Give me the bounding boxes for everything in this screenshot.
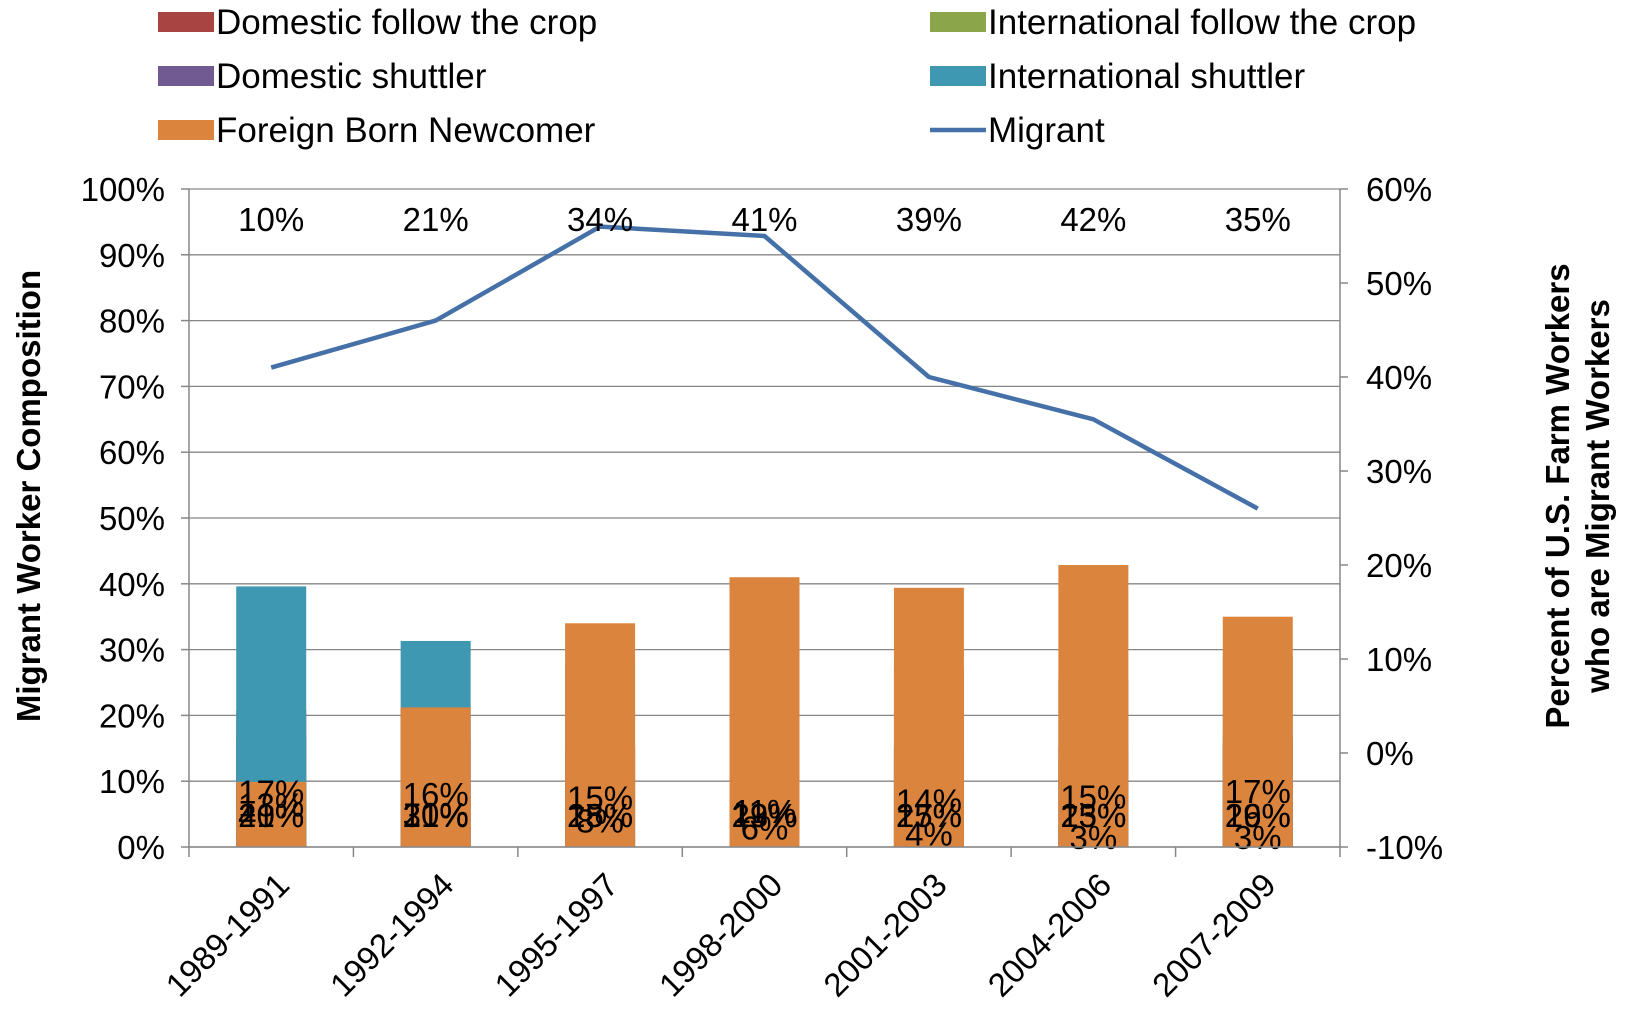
y2-axis-title-line2: who are Migrant Workers	[1579, 299, 1616, 694]
data-label: 29%	[731, 797, 797, 834]
x-category-label: 1995-1997	[487, 866, 625, 1004]
data-label: 15%	[567, 780, 633, 817]
x-category-label: 2001-2003	[816, 866, 954, 1004]
data-label: 42%	[1060, 201, 1126, 238]
y-tick-label: 30%	[99, 632, 165, 669]
data-label: 15%	[1060, 779, 1126, 816]
y2-tick-label: 50%	[1366, 265, 1432, 302]
legend-label: Foreign Born Newcomer	[216, 111, 596, 150]
legend-label: Domestic follow the crop	[216, 3, 597, 42]
data-label: 41%	[731, 201, 797, 238]
y-tick-label: 90%	[99, 237, 165, 274]
legend-swatch	[930, 12, 986, 32]
data-label: 15%	[567, 797, 633, 834]
tick-labels: 0% 10% 20% 30% 40% 50% 60% 70% 80% 90% 100% -10% 0% 1…	[81, 171, 1443, 866]
data-label: 21%	[403, 201, 469, 238]
y-tick-label: 70%	[99, 368, 165, 405]
data-label: 17%	[1225, 773, 1291, 810]
data-label: 28%	[567, 797, 633, 834]
data-label: 14%	[896, 782, 962, 819]
legend-label: International shuttler	[988, 57, 1305, 96]
data-label: 40%	[238, 797, 304, 834]
data-label: 13%	[731, 797, 797, 834]
category-labels: 1989-1991 1992-1994 1995-1997 1998-2000 2001…	[158, 866, 1282, 1004]
data-label: 13%	[238, 787, 304, 824]
y2-tick-label: 60%	[1366, 171, 1432, 208]
data-label: 29%	[1225, 797, 1291, 834]
legend-swatch	[158, 120, 214, 140]
data-label: 27%	[896, 797, 962, 834]
x-category-label: 1992-1994	[323, 866, 461, 1004]
data-label: 3%	[1070, 819, 1118, 856]
bar-foreign-born-newcomer	[565, 623, 636, 847]
legend-label: Domestic shuttler	[216, 57, 487, 96]
bar-foreign-born-newcomer	[400, 707, 471, 847]
legend-swatch	[158, 12, 214, 32]
data-label: 10%	[403, 796, 469, 833]
y2-tick-label: 40%	[1366, 359, 1432, 396]
y-tick-label: 0%	[117, 829, 165, 866]
y-tick-label: 50%	[99, 500, 165, 537]
y-tick-label: 40%	[99, 566, 165, 603]
y2-axis-title-line1: Percent of U.S. Farm Workers	[1539, 263, 1576, 728]
y-tick-label: 10%	[99, 763, 165, 800]
data-label: 11%	[733, 793, 797, 830]
bar-foreign-born-newcomer	[893, 587, 964, 847]
bar-foreign-born-newcomer	[236, 781, 307, 847]
data-label: 25%	[1060, 797, 1126, 834]
legend-label: International follow the crop	[988, 3, 1416, 42]
data-label: 15%	[896, 797, 962, 834]
bar-foreign-born-newcomer	[1058, 565, 1129, 847]
axes	[181, 188, 1348, 857]
y-axis-title: Migrant Worker Composition	[10, 270, 47, 722]
y-tick-label: 20%	[99, 697, 165, 734]
y-tick-label: 80%	[99, 303, 165, 340]
bar-foreign-born-newcomer	[729, 577, 800, 847]
y2-tick-label: 20%	[1366, 547, 1432, 584]
y-tick-label: 60%	[99, 434, 165, 471]
y2-tick-label: 0%	[1366, 735, 1414, 772]
x-category-label: 1998-2000	[652, 866, 790, 1004]
data-label: 17%	[238, 774, 304, 811]
data-label: 34%	[567, 201, 633, 238]
y2-tick-label: 10%	[1366, 641, 1432, 678]
legend-swatch	[158, 66, 214, 86]
x-category-label: 2004-2006	[981, 866, 1119, 1004]
data-label: 31%	[403, 797, 469, 834]
y2-tick-label: -10%	[1366, 829, 1443, 866]
data-label: 16%	[1225, 797, 1291, 834]
data-labels: 21%13%17%40%10%21%10%16%31%21%15%8%15%28…	[238, 201, 1291, 856]
data-label: 6%	[741, 809, 789, 846]
data-label: 21%	[403, 797, 469, 834]
legend-swatch	[930, 66, 986, 86]
bar-foreign-born-newcomer	[1222, 616, 1293, 847]
data-label: 39%	[896, 201, 962, 238]
data-label: 10%	[238, 201, 304, 238]
y2-tick-label: 30%	[1366, 453, 1432, 490]
data-label: 21%	[238, 797, 304, 834]
data-label: 13%	[1060, 797, 1126, 834]
data-label: 16%	[403, 776, 469, 813]
migrant-line-layer	[270, 224, 1259, 511]
bars	[236, 565, 1293, 847]
data-label: 35%	[1225, 201, 1291, 238]
legend-label: Migrant	[988, 111, 1105, 150]
y-tick-label: 100%	[81, 171, 165, 208]
x-category-label: 2007-2009	[1145, 866, 1283, 1004]
data-label: 8%	[576, 803, 624, 840]
legend: Domestic follow the crop International fo…	[158, 3, 1416, 150]
migrant-line	[270, 224, 1259, 511]
data-label: 3%	[1234, 819, 1282, 856]
x-category-label: 1989-1991	[158, 866, 296, 1004]
